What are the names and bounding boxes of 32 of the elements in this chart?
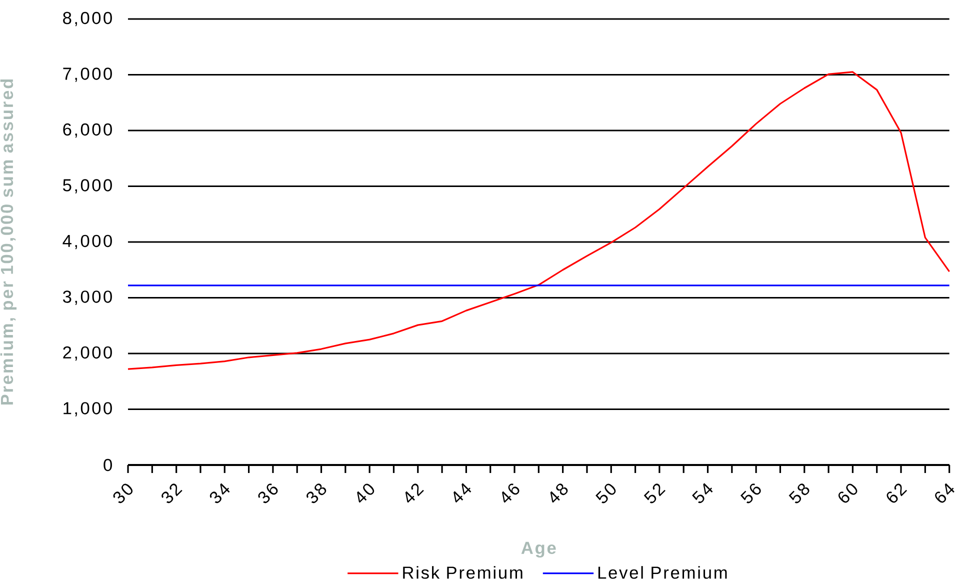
y-tick-label: 1,000	[64, 402, 112, 416]
x-tick-label: 42	[405, 484, 424, 503]
y-tick-label: 3,000	[62, 290, 112, 305]
y-axis-title: Premium, per 100,000 sum assured	[0, 79, 17, 405]
x-tick-label: 56	[740, 484, 761, 504]
x-axis-title: Age	[521, 542, 556, 558]
x-tick-label: 52	[644, 484, 666, 504]
y-tick-label: 5,000	[63, 179, 112, 194]
x-tick-label: 58	[788, 484, 810, 504]
y-tick-label: 6,000	[63, 123, 112, 138]
y-tick-label: 7,000	[63, 68, 112, 82]
x-tick-label: 34	[210, 483, 230, 504]
line-series	[127, 71, 950, 370]
y-tick-label: 4,000	[62, 234, 112, 250]
x-tick-label: 48	[550, 484, 568, 503]
x-tick-label: 46	[502, 484, 520, 503]
x-tick-label: 40	[357, 484, 374, 503]
x-tick-label: 60	[838, 484, 858, 503]
legend-label: Risk Premium	[403, 566, 522, 579]
x-tick-label: 62	[886, 484, 908, 503]
y-tick-label: 2,000	[63, 346, 112, 361]
legend-label: Level Premium	[598, 566, 727, 579]
x-tick-label: 30	[113, 484, 133, 504]
x-tick-label: 36	[258, 484, 278, 504]
x-tick-label: 50	[596, 484, 616, 504]
y-tick-label: 0	[104, 458, 112, 472]
x-tick-label: 64	[935, 483, 954, 503]
x-tick-label: 44	[454, 483, 472, 503]
x-tick-label: 38	[306, 484, 326, 504]
x-tick-label: 54	[692, 483, 713, 504]
x-tick-label: 32	[162, 484, 182, 504]
y-tick-label: 8,000	[63, 12, 112, 26]
